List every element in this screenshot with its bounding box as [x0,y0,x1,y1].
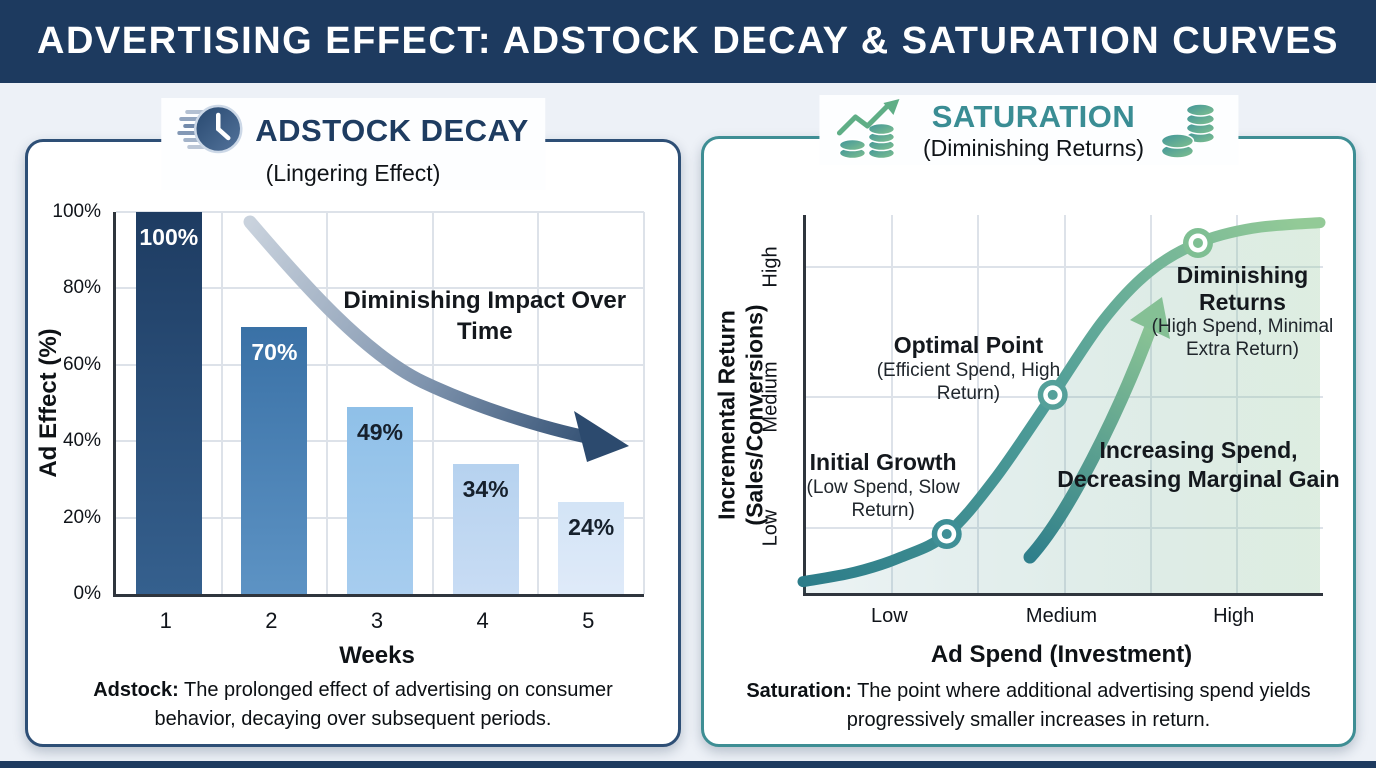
annotation-optimal-point: Optimal Point (Efficient Spend, High Ret… [876,332,1061,404]
decay-annotation: Diminishing Impact Over Time [343,286,627,345]
speeding-clock-icon [177,104,243,154]
coin-stacks-icon [1160,103,1215,159]
saturation-caption-lead: Saturation: [746,680,852,702]
coins-growth-arrow-icon [836,99,899,160]
bar-value-label: 49% [356,418,404,445]
y-tick-label: 40% [62,430,101,452]
x-tick-label: Medium [1025,605,1098,627]
saturation-title-block: SATURATION (Diminishing Returns) [818,95,1239,166]
gridline-v [977,215,980,593]
y-tick-label: High [759,246,782,288]
bar-value-label: 24% [568,514,615,541]
adstock-title-block: ADSTOCK DECAY (Lingering Effect) [161,98,545,191]
bar: 100% [135,212,202,594]
bar: 49% [347,406,413,594]
adstock-caption-text: The prolonged effect of advertising on c… [154,679,613,730]
x-tick-label: 3 [370,608,384,633]
sat-x-axis-title: Ad Spend (Investment) [930,641,1193,668]
saturation-panel: SATURATION (Diminishing Returns) [701,95,1356,747]
gridline-h [116,363,644,366]
curve-marker-center [1047,389,1058,400]
curve-marker-center [941,529,952,540]
adstock-caption: Adstock: The prolonged effect of adverti… [73,676,633,734]
y-tick-label: Low [759,509,782,547]
y-tick-label: Medium [759,361,782,433]
header-bar: ADVERTISING EFFECT: ADSTOCK DECAY & SATU… [0,0,1376,83]
saturation-caption-text: The point where additional advertising s… [846,680,1311,731]
bar-value-label: 70% [251,338,298,365]
page-title: ADVERTISING EFFECT: ADSTOCK DECAY & SATU… [37,20,1339,62]
x-tick-label: High [1213,605,1255,627]
bar-value-label: 34% [462,476,509,503]
decay-arrow [243,215,629,462]
curve-fill [803,222,1320,593]
sat-markers-group [931,227,1213,550]
annotation-diminishing-returns: Diminishing Returns (High Spend, Minimal… [1151,262,1334,361]
x-tick-label: 2 [265,608,278,633]
y-tick-label: 20% [62,506,101,528]
adstock-caption-lead: Adstock: [93,679,179,701]
gridline-v [431,212,434,594]
adstock-x-axis-title: Weeks [339,642,415,669]
gridline-v [326,212,329,594]
x-tick-label: 4 [476,608,489,633]
increasing-spend-arrow [1023,320,1158,564]
increasing-spend-arrowhead [1130,297,1170,339]
curve-marker-center [1192,237,1203,248]
sat-fill-group [803,222,1320,593]
saturation-panel-title: SATURATION [931,99,1136,134]
gridline-v [891,215,894,593]
gridline-v [643,212,645,594]
adstock-panel-title: ADSTOCK DECAY [255,113,529,148]
x-tick-label: 1 [159,608,172,633]
saturation-chart: Incremental Return (Sales/Conversions) [713,215,1340,668]
annotation-increasing-spend: Increasing Spend, Decreasing Marginal Ga… [1057,437,1340,492]
saturation-panel-subtitle: (Diminishing Returns) [922,135,1145,161]
y-tick-label: 60% [62,353,101,375]
adstock-panel: ADSTOCK DECAY (Lingering Effect) Ad Effe… [25,98,681,747]
gridline-h [116,287,644,290]
x-tick-label: 5 [582,608,595,633]
y-tick-label: 0% [73,583,101,604]
annotation-initial-growth: Initial Growth (Low Spend, Slow Return) [806,449,960,521]
x-tick-label: Low [870,605,908,627]
gridline-v [220,212,223,594]
saturation-caption: Saturation: The point where additional a… [729,677,1329,735]
adstock-plot: 100% 70% 49% 34% 24% [113,211,645,597]
y-tick-label: 80% [62,277,101,299]
bar: 70% [241,326,308,594]
gridline-h [806,266,1323,269]
bar: 24% [558,502,625,594]
adstock-panel-subtitle: (Lingering Effect) [265,160,441,186]
saturation-curve-svg [797,217,1326,593]
gridline-v [537,212,540,594]
gridline-h [116,211,644,213]
y-tick-label: 100% [52,201,101,222]
bottom-strip [0,761,1376,768]
adstock-chart: Ad Effect (%) 100% 70% 49% 34% 24% Diminishi… [35,201,645,669]
bar: 34% [452,464,519,594]
bar-value-label: 100% [139,224,199,250]
adstock-y-axis-title: Ad Effect (%) [35,328,62,478]
